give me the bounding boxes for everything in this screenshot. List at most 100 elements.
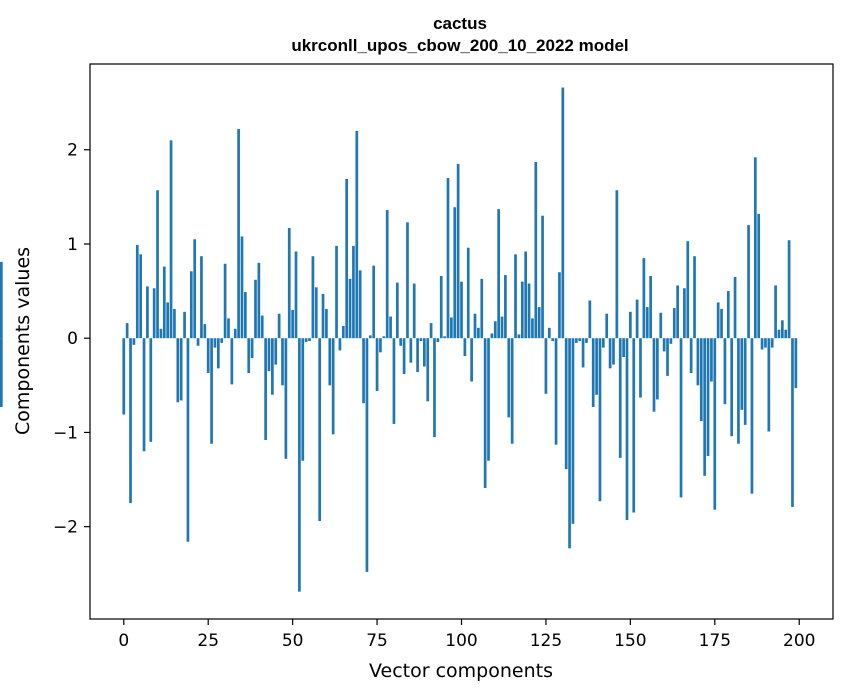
- bar-49: [287, 227, 291, 339]
- bar-15: [173, 308, 176, 339]
- bar-82: [399, 338, 403, 346]
- bar-1: [125, 323, 129, 339]
- bar-170: [696, 338, 700, 386]
- bar-60: [325, 308, 328, 339]
- bar-70: [358, 270, 362, 339]
- ticks-layer: 0 25 50 75 100 125 150 175 200 −2 −1 0 1 2: [53, 141, 816, 651]
- bar-39: [254, 279, 257, 339]
- bar-5: [139, 254, 143, 339]
- bar-17: [179, 338, 183, 401]
- bar-114: [507, 338, 511, 418]
- bar-59: [321, 293, 325, 339]
- bar-9: [152, 288, 156, 339]
- bar-45: [274, 338, 278, 365]
- y-tick-label: 2: [67, 141, 78, 161]
- bar-173: [706, 338, 710, 456]
- bar-69: [355, 130, 359, 339]
- bar-11: [159, 328, 163, 339]
- bar-44: [271, 338, 274, 395]
- bar-187: [753, 157, 757, 339]
- bar-196: [784, 329, 788, 339]
- bar-81: [395, 282, 399, 339]
- bar-90: [426, 338, 430, 402]
- bar-52: [298, 338, 301, 592]
- bar-175: [713, 338, 717, 510]
- bar-108: [487, 338, 490, 461]
- x-tick-label: 200: [783, 631, 815, 651]
- bar-147: [618, 338, 622, 458]
- bar-16: [176, 338, 180, 403]
- bar-undefined: [0, 261, 3, 339]
- bar-152: [635, 299, 639, 339]
- bar-112: [500, 316, 504, 339]
- bar-7: [146, 286, 149, 339]
- bar-190: [764, 338, 767, 348]
- bar-151: [632, 338, 636, 513]
- bar-42: [264, 338, 267, 440]
- bar-93: [436, 338, 440, 342]
- bar-87: [416, 338, 419, 373]
- bar-109: [490, 333, 494, 339]
- bar-13: [166, 302, 170, 339]
- bar-50: [291, 309, 294, 339]
- bar-37: [247, 338, 251, 374]
- bar-71: [362, 338, 365, 404]
- y-axis-label: Components values: [12, 247, 34, 435]
- bars-layer: [0, 87, 798, 592]
- bar-79: [389, 316, 392, 339]
- bar-65: [341, 325, 345, 339]
- bar-197: [787, 240, 791, 339]
- bar-89: [423, 338, 426, 367]
- bar-14: [169, 140, 173, 339]
- bar-131: [564, 338, 568, 470]
- bar-165: [679, 338, 683, 498]
- bar-161: [666, 338, 669, 376]
- bar-144: [608, 338, 612, 369]
- bar-156: [649, 276, 652, 339]
- bar-130: [561, 87, 565, 339]
- x-tick-label: 100: [445, 631, 477, 651]
- bar-18: [183, 311, 186, 339]
- bar-158: [656, 338, 659, 400]
- bar-100: [460, 281, 463, 339]
- bar-176: [716, 302, 720, 339]
- bar-29: [220, 338, 224, 343]
- x-tick-label: 75: [366, 631, 388, 651]
- bar-128: [554, 338, 558, 445]
- bar-166: [683, 288, 686, 339]
- bar-142: [601, 338, 605, 348]
- bar-164: [676, 285, 679, 339]
- bar-22: [196, 338, 200, 346]
- bar-76: [379, 338, 382, 353]
- x-axis-label: Vector components: [369, 660, 553, 682]
- bar-53: [301, 338, 305, 461]
- bar-163: [672, 308, 676, 339]
- bar-83: [402, 338, 406, 375]
- bar-51: [294, 251, 298, 339]
- bar-47: [281, 338, 284, 386]
- y-tick-label: 0: [67, 329, 78, 349]
- bar-36: [244, 292, 247, 339]
- bar-168: [689, 338, 693, 374]
- bar-188: [757, 213, 761, 339]
- bar-73: [368, 335, 372, 339]
- bar-84: [406, 222, 409, 339]
- bar-181: [733, 276, 737, 339]
- bar-63: [335, 245, 338, 339]
- bar-104: [473, 313, 477, 339]
- bar-27: [213, 338, 217, 348]
- bar-178: [723, 338, 727, 405]
- bar-141: [598, 338, 602, 502]
- bar-46: [277, 313, 281, 339]
- bar-99: [456, 163, 460, 339]
- bar-48: [284, 338, 288, 459]
- bar-171: [699, 338, 703, 422]
- bar-4: [135, 244, 139, 339]
- bar-56: [311, 256, 315, 339]
- bar-80: [392, 338, 396, 424]
- bar-132: [568, 338, 571, 549]
- bar-64: [338, 338, 342, 351]
- bar-148: [622, 338, 625, 358]
- x-tick-label: 25: [197, 631, 219, 651]
